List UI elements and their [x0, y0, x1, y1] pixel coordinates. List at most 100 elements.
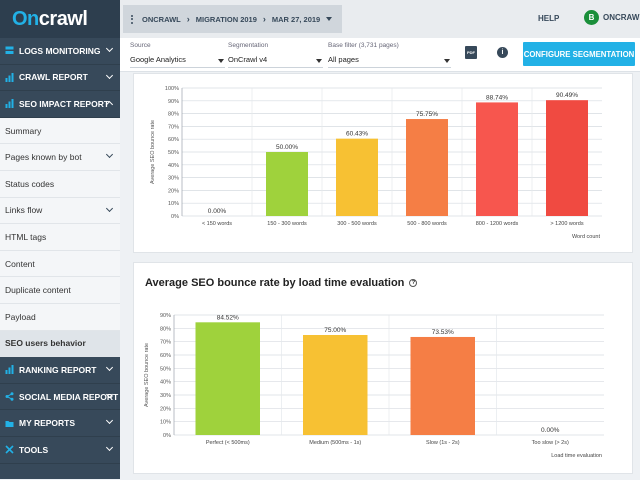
filter-bar: Source Google Analytics Segmentation OnC… [120, 38, 640, 72]
dropdown-arrow-icon[interactable] [444, 59, 450, 63]
x-axis-title: Word count [572, 234, 600, 240]
chart-card-word-count: 0% 10% 20% 30% 40% 50% 60% 70% 80% 90% 100% 0.00% < … [133, 73, 633, 253]
breadcrumb-item-project[interactable]: ONCRAWL [142, 14, 181, 24]
bar-value-label: 75.00% [324, 327, 346, 334]
chevron-down-icon[interactable] [105, 151, 114, 159]
y-tick-label: 40% [160, 380, 171, 386]
chart-title-text: Average SEO bounce rate by load time eva… [145, 277, 405, 289]
bar-value-label: 75.75% [416, 111, 438, 118]
pdf-export-icon[interactable]: PDF [465, 46, 477, 59]
segmentation-value[interactable]: OnCrawl v4 [228, 55, 268, 64]
x-tick-label: Perfect (< 500ms) [206, 440, 250, 446]
base-filter-select[interactable]: Base filter (3,731 pages) All pages [328, 42, 451, 68]
y-tick-label: 0% [163, 433, 171, 439]
y-tick-label: 60% [168, 137, 179, 143]
chevron-down-icon[interactable] [105, 364, 114, 372]
y-tick-label: 90% [168, 99, 179, 105]
y-tick-label: 30% [168, 176, 179, 182]
y-axis-title: Average SEO bounce rate [150, 120, 156, 184]
share-icon [5, 392, 14, 401]
sidebar-item-label: CRAWL REPORT [19, 72, 88, 83]
sidebar-item-logs-monitoring[interactable]: LOGS MONITORING [0, 38, 120, 65]
bar-value-label: 90.49% [556, 92, 578, 99]
sidebar-item-label: Pages known by bot [5, 152, 82, 163]
y-tick-label: 20% [160, 406, 171, 412]
help-link[interactable]: HELP [538, 14, 560, 23]
sidebar-item-summary[interactable]: Summary [0, 117, 120, 145]
x-axis-title: Load time evaluation [551, 453, 602, 459]
chart-card-load-time: Average SEO bounce rate by load time eva… [133, 262, 633, 474]
dropdown-arrow-icon[interactable] [316, 59, 322, 63]
bar [476, 102, 518, 216]
sidebar-item-status-codes[interactable]: Status codes [0, 170, 120, 198]
bar-chart-icon [5, 365, 14, 375]
chevron-down-icon[interactable] [105, 71, 114, 79]
sidebar-item-social-media-report[interactable]: SOCIAL MEDIA REPORT [0, 384, 120, 411]
y-tick-label: 70% [160, 340, 171, 346]
sidebar-item-pages-known-by-bot[interactable]: Pages known by bot [0, 144, 120, 171]
user-menu[interactable]: B ONCRAWL [584, 10, 640, 25]
y-tick-label: 0% [171, 214, 179, 220]
y-tick-label: 70% [168, 124, 179, 130]
sidebar-item-my-reports[interactable]: MY REPORTS [0, 410, 120, 437]
sidebar-item-ranking-report[interactable]: RANKING REPORT [0, 357, 120, 384]
source-label: Source [130, 42, 151, 49]
bar-value-label: 88.74% [486, 94, 508, 101]
sidebar-item-duplicate-content[interactable]: Duplicate content [0, 277, 120, 304]
sidebar-item-crawl-report[interactable]: CRAWL REPORT [0, 65, 120, 92]
breadcrumb[interactable]: ONCRAWL › MIGRATION 2019 › MAR 27, 2019 [123, 5, 343, 33]
bar-value-label: 0.00% [208, 208, 227, 215]
help-circle-icon[interactable]: ? [409, 279, 418, 288]
y-tick-label: 10% [168, 201, 179, 207]
breadcrumb-item-date[interactable]: MAR 27, 2019 [271, 14, 321, 24]
bounce-rate-by-word-count-chart: 0% 10% 20% 30% 40% 50% 60% 70% 80% 90% 100% 0.00% < … [150, 86, 602, 240]
chevron-right-icon: › [186, 14, 190, 24]
bar [266, 152, 308, 216]
sidebar-item-label: SEO users behavior [5, 338, 86, 349]
dropdown-arrow-icon[interactable] [218, 59, 224, 63]
y-axis-title: Average SEO bounce rate [144, 343, 150, 407]
server-icon [5, 46, 14, 55]
y-tick-label: 80% [168, 112, 179, 118]
x-tick-label: Slow (1s - 2s) [426, 440, 460, 446]
bar-value-label: 73.53% [432, 329, 454, 336]
bar [303, 335, 368, 435]
sidebar-item-html-tags[interactable]: HTML tags [0, 224, 120, 251]
breadcrumb-item-analysis[interactable]: MIGRATION 2019 [195, 14, 257, 24]
sidebar-item-links-flow[interactable]: Links flow [0, 197, 120, 225]
sidebar-item-label: Links flow [5, 205, 43, 216]
base-filter-label: Base filter (3,731 pages) [328, 42, 399, 49]
oncrawl-logo[interactable]: On crawl [0, 0, 120, 38]
chevron-down-icon[interactable] [105, 417, 114, 425]
y-tick-label: 30% [160, 393, 171, 399]
sidebar-item-content[interactable]: Content [0, 250, 120, 278]
chevron-down-icon[interactable] [105, 44, 114, 53]
y-tick-label: 90% [160, 313, 171, 319]
bar [406, 119, 448, 216]
source-select[interactable]: Source Google Analytics [130, 42, 225, 68]
sidebar-item-seo-impact-report[interactable]: SEO IMPACT REPORT [0, 91, 120, 118]
sidebar-item-label: Payload [5, 311, 36, 322]
x-tick-label: 800 - 1200 words [476, 221, 519, 227]
x-tick-label: > 1200 words [550, 221, 583, 227]
base-filter-value[interactable]: All pages [328, 55, 359, 64]
sidebar-item-label: Content [5, 258, 35, 269]
configure-segmentation-button[interactable]: CONFIGURE SEGMENTATION [523, 42, 635, 66]
info-icon[interactable]: i [497, 47, 508, 58]
chevron-down-icon[interactable] [105, 204, 114, 212]
x-tick-label: 500 - 800 words [407, 221, 447, 227]
sidebar-item-payload[interactable]: Payload [0, 303, 120, 331]
source-value[interactable]: Google Analytics [130, 55, 186, 64]
caret-down-icon[interactable] [326, 17, 333, 21]
chevron-down-icon[interactable] [105, 443, 114, 451]
sidebar-item-label: MY REPORTS [19, 418, 76, 429]
sidebar: On crawl LOGS MONITORING CRAWL REPORT SEO I… [0, 0, 120, 479]
sidebar-item-label: LOGS MONITORING [19, 45, 101, 56]
sidebar-item-seo-users-behavior[interactable]: SEO users behavior [0, 330, 120, 358]
logo-rest-text: crawl [38, 7, 88, 30]
segmentation-select[interactable]: Segmentation OnCrawl v4 [228, 42, 323, 68]
x-tick-label: < 150 words [202, 221, 232, 227]
vertical-dots-icon[interactable] [131, 14, 134, 24]
y-tick-label: 80% [160, 326, 171, 332]
sidebar-item-tools[interactable]: TOOLS [0, 437, 120, 464]
